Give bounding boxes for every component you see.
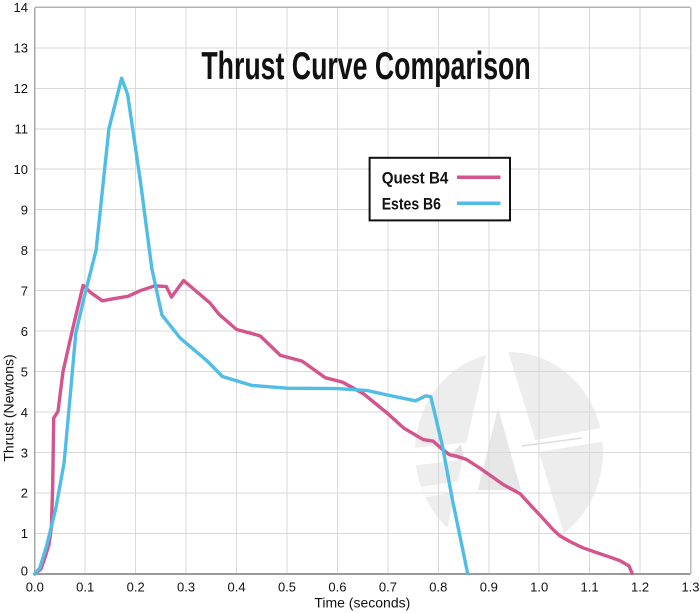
svg-text:0.9: 0.9	[480, 580, 498, 595]
svg-text:5: 5	[21, 364, 28, 379]
svg-text:10: 10	[14, 162, 28, 177]
svg-text:1.1: 1.1	[581, 580, 599, 595]
svg-text:0.3: 0.3	[177, 580, 195, 595]
svg-text:1.0: 1.0	[530, 580, 548, 595]
svg-text:2: 2	[21, 486, 28, 501]
svg-text:Estes B6: Estes B6	[382, 195, 442, 214]
svg-text:0: 0	[21, 564, 28, 579]
svg-text:3: 3	[21, 445, 28, 460]
svg-text:9: 9	[21, 202, 28, 217]
svg-text:12: 12	[14, 81, 28, 96]
svg-text:11: 11	[15, 122, 29, 137]
svg-text:13: 13	[14, 41, 28, 56]
svg-text:0.0: 0.0	[26, 580, 44, 595]
svg-text:7: 7	[21, 283, 28, 298]
svg-text:8: 8	[21, 243, 28, 258]
svg-text:Time (seconds): Time (seconds)	[314, 595, 410, 611]
svg-text:Thrust (Newtons): Thrust (Newtons)	[1, 354, 17, 461]
svg-text:1.2: 1.2	[631, 580, 649, 595]
svg-text:0.2: 0.2	[127, 580, 145, 595]
svg-text:0.8: 0.8	[429, 580, 447, 595]
svg-text:Quest B4: Quest B4	[382, 169, 449, 188]
svg-text:1: 1	[21, 526, 28, 541]
svg-text:1.3: 1.3	[681, 580, 699, 595]
svg-text:14: 14	[14, 0, 28, 15]
svg-text:0.5: 0.5	[278, 580, 296, 595]
svg-text:0.4: 0.4	[228, 580, 246, 595]
svg-text:Thrust Curve Comparison: Thrust Curve Comparison	[201, 45, 530, 88]
svg-text:6: 6	[21, 324, 28, 339]
svg-text:0.7: 0.7	[379, 580, 397, 595]
svg-text:0.6: 0.6	[328, 580, 346, 595]
svg-text:4: 4	[21, 405, 28, 420]
svg-text:0.1: 0.1	[76, 580, 94, 595]
